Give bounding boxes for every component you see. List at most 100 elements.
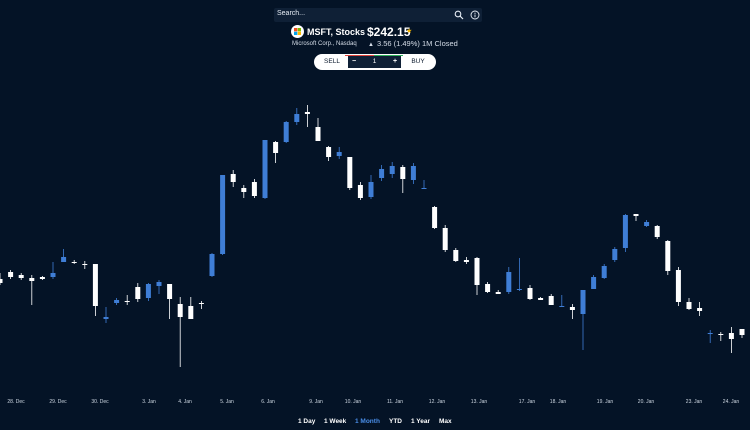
- x-tick-label: 3. Jan: [142, 399, 156, 405]
- candle-body: [326, 147, 332, 157]
- candle-body: [707, 333, 713, 334]
- company-exchange: Microsoft Corp., Nasdaq: [292, 41, 357, 47]
- candle: [315, 118, 321, 141]
- candle-body: [188, 306, 194, 319]
- candle-body: [273, 142, 279, 153]
- candle: [453, 248, 459, 262]
- sell-accent-line: [345, 55, 374, 56]
- range-1-week[interactable]: 1 Week: [324, 418, 347, 425]
- candle: [697, 302, 703, 316]
- candle: [538, 297, 544, 300]
- range-ytd[interactable]: YTD: [389, 418, 402, 425]
- candle-body: [633, 214, 639, 216]
- candle: [82, 261, 88, 269]
- x-tick-label: 4. Jan: [178, 399, 192, 405]
- candle: [8, 270, 14, 279]
- search-bar[interactable]: Search...: [274, 8, 482, 22]
- range-1-year[interactable]: 1 Year: [411, 418, 431, 425]
- candle-body: [400, 167, 406, 179]
- trade-widget: SELL − 1 + BUY: [315, 55, 435, 69]
- candle: [686, 298, 692, 310]
- candle-body: [516, 289, 522, 290]
- top-bar: Search... MSFT, Stocks $242.15 ★ Microso…: [0, 0, 750, 80]
- candle: [103, 307, 109, 323]
- quantity-input[interactable]: 1: [372, 58, 377, 65]
- candle-body: [686, 302, 692, 309]
- candle: [188, 297, 194, 319]
- candlestick-chart[interactable]: 28. Dec 29. Dec 30. Dec 3. Jan 4. Jan 5. Jan 6…: [0, 0, 750, 415]
- candle-body: [728, 333, 734, 339]
- x-tick-label: 23. Jan: [686, 399, 703, 405]
- buy-accent-line: [374, 55, 403, 56]
- search-input[interactable]: Search...: [277, 10, 306, 17]
- price-change-text: 3.56 (1.49%) 1M Closed: [376, 39, 458, 48]
- candle: [50, 262, 56, 279]
- candle-body: [29, 278, 35, 281]
- search-icon[interactable]: [454, 10, 464, 20]
- quantity-stepper: − 1 +: [348, 56, 401, 68]
- candle-body: [177, 304, 183, 317]
- candle-body: [124, 301, 130, 302]
- candle-body: [8, 272, 14, 277]
- candle: [347, 157, 353, 190]
- candle: [442, 225, 448, 252]
- candle-body: [135, 287, 141, 299]
- candle: [728, 327, 734, 353]
- candle-body: [241, 188, 247, 192]
- candle: [474, 257, 480, 295]
- candle: [516, 258, 522, 291]
- candle-body: [167, 284, 173, 299]
- candle: [336, 147, 342, 159]
- candle-body: [82, 264, 88, 265]
- candle-body: [697, 308, 703, 311]
- x-tick-label: 17. Jan: [519, 399, 536, 405]
- candle-body: [379, 169, 385, 178]
- sell-button[interactable]: SELL: [324, 58, 340, 65]
- candle: [241, 185, 247, 198]
- range-selector: 1 Day 1 Week 1 Month YTD 1 Year Max: [0, 418, 750, 430]
- range-1-day[interactable]: 1 Day: [298, 418, 316, 425]
- candle-body: [92, 264, 98, 306]
- candle: [357, 182, 363, 200]
- candle-body: [569, 307, 575, 310]
- candle-body: [220, 175, 226, 254]
- candle: [739, 329, 745, 338]
- decrease-quantity-button[interactable]: −: [351, 58, 357, 65]
- increase-quantity-button[interactable]: +: [392, 58, 398, 65]
- candle-body: [262, 140, 268, 198]
- candle: [718, 332, 724, 341]
- candle: [601, 264, 607, 279]
- candle: [633, 214, 639, 221]
- candle: [326, 146, 332, 161]
- candle-body: [50, 273, 56, 277]
- info-icon[interactable]: [470, 10, 480, 20]
- x-tick-label: 9. Jan: [309, 399, 323, 405]
- x-tick-label: 20. Jan: [638, 399, 655, 405]
- candle-body: [612, 249, 618, 260]
- x-tick-label: 28. Dec: [7, 399, 25, 405]
- candle: [273, 141, 279, 163]
- candle: [71, 260, 77, 264]
- x-tick-label: 11. Jan: [387, 399, 403, 405]
- range-max[interactable]: Max: [439, 418, 452, 425]
- candle: [432, 206, 438, 229]
- candle: [145, 283, 151, 301]
- star-icon[interactable]: ★: [406, 28, 413, 35]
- candle: [304, 105, 310, 127]
- candle: [410, 163, 416, 184]
- symbol-title: MSFT, Stocks: [307, 27, 366, 37]
- candle: [548, 294, 554, 305]
- buy-button[interactable]: BUY: [411, 58, 425, 65]
- candle-body: [209, 254, 215, 276]
- candle: [463, 257, 469, 264]
- candle-body: [654, 226, 660, 237]
- range-1-month[interactable]: 1 Month: [355, 418, 380, 425]
- candle: [569, 304, 575, 319]
- candle-body: [71, 262, 77, 263]
- candle: [580, 290, 586, 350]
- candle: [495, 290, 501, 294]
- candle: [209, 253, 215, 277]
- candle: [114, 298, 120, 305]
- price-change: ▲ 3.56 (1.49%) 1M Closed: [368, 39, 458, 48]
- candle-body: [739, 329, 745, 335]
